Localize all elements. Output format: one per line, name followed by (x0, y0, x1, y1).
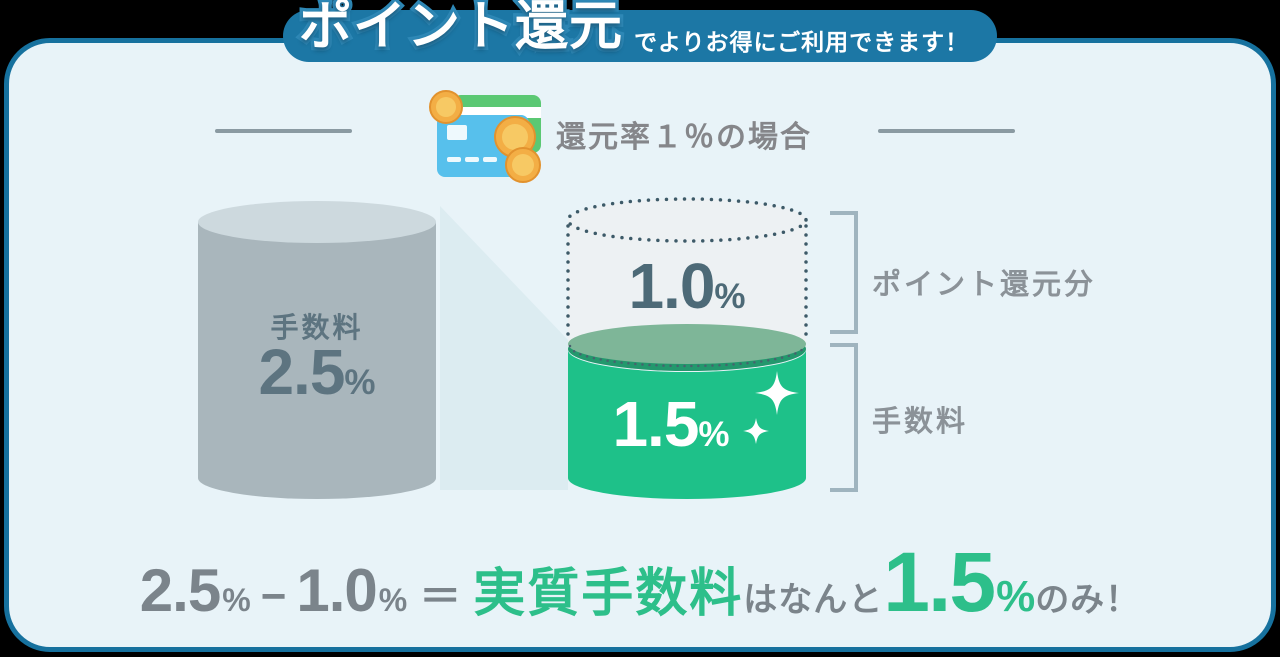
dotted-cylinder (566, 197, 808, 347)
formula-subtrahend: 1.0 (296, 557, 377, 624)
formula-highlight: 実質手数料 (473, 565, 744, 623)
gray-cylinder-label: 手数料 (270, 312, 364, 343)
refund-value: 1.0% (567, 250, 807, 324)
divider-line-right (878, 129, 1015, 133)
formula-result: 1.5 (883, 535, 996, 629)
refund-value-percent: % (714, 277, 746, 316)
bracket-marks (830, 211, 858, 492)
gray-cylinder-value: 2.5% (197, 336, 437, 410)
formula-equals-sign: ＝ (419, 573, 462, 620)
net-fee-value-percent: % (698, 415, 730, 454)
formula-connector: はなんと (743, 581, 884, 619)
banner-title: ポイント還元 (296, 0, 626, 60)
gray-value-percent: % (344, 363, 376, 402)
gray-value-number: 2.5 (258, 336, 345, 408)
sparkle-icon (743, 371, 799, 444)
refund-value-number: 1.0 (628, 250, 715, 322)
header-banner (283, 10, 997, 62)
credit-card-coins-icon (429, 90, 541, 183)
green-cylinder (568, 324, 806, 499)
formula-result-unit: % (996, 572, 1036, 621)
scenario-label: 還元率１％の場合 (556, 121, 812, 154)
formula-minuend: 2.5 (139, 557, 221, 624)
comparison-beam (440, 206, 568, 490)
fee-bracket-label: 手数料 (872, 406, 969, 438)
summary-formula: 2.5 % − 1.0 % ＝ 実質手数料 はなんと 1.5 % のみ！ (0, 534, 1280, 631)
formula-minuend-unit: % (222, 582, 251, 618)
divider-line-left (215, 129, 352, 133)
gray-cylinder (198, 201, 436, 499)
formula-minus-sign: − (260, 572, 287, 621)
net-fee-value-number: 1.5 (612, 388, 699, 460)
net-fee-value: 1.5% (551, 388, 791, 462)
coins (429, 90, 541, 183)
banner-subtitle: でよりお得にご利用できます！ (634, 29, 970, 55)
refund-bracket-label: ポイント還元分 (872, 269, 1097, 301)
formula-subtrahend-unit: % (378, 582, 408, 618)
formula-suffix: のみ！ (1035, 581, 1141, 619)
